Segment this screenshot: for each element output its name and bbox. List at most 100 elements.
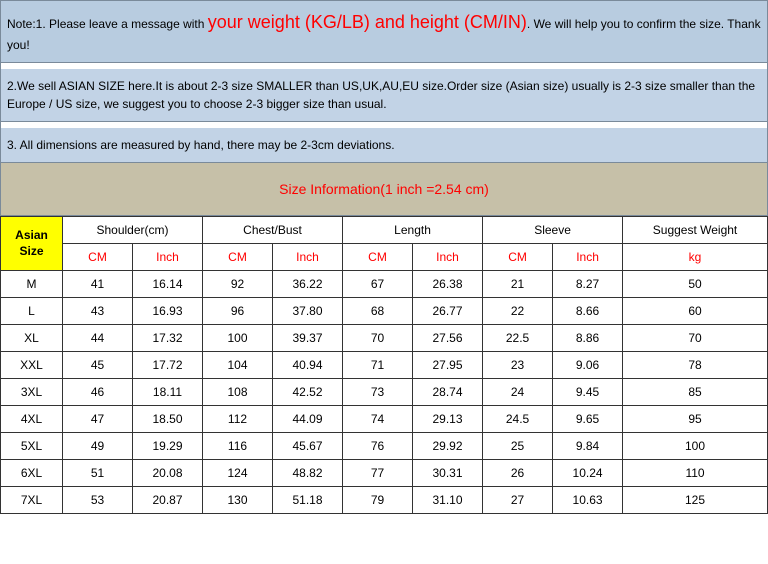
data-cell: 95 bbox=[623, 406, 768, 433]
note-1-highlight: your weight (KG/LB) and height (CM/IN) bbox=[208, 12, 527, 32]
data-cell: 51 bbox=[63, 460, 133, 487]
data-cell: 16.14 bbox=[133, 271, 203, 298]
data-cell: 41 bbox=[63, 271, 133, 298]
table-row: 3XL4618.1110842.527328.74249.4585 bbox=[1, 379, 768, 406]
table-row: 7XL5320.8713051.187931.102710.63125 bbox=[1, 487, 768, 514]
data-cell: 78 bbox=[623, 352, 768, 379]
data-cell: 130 bbox=[203, 487, 273, 514]
data-cell: 73 bbox=[343, 379, 413, 406]
data-cell: 44 bbox=[63, 325, 133, 352]
data-cell: 22 bbox=[483, 298, 553, 325]
data-cell: 9.06 bbox=[553, 352, 623, 379]
data-cell: 49 bbox=[63, 433, 133, 460]
data-cell: 74 bbox=[343, 406, 413, 433]
size-cell: XL bbox=[1, 325, 63, 352]
data-cell: 79 bbox=[343, 487, 413, 514]
unit-cell: kg bbox=[623, 244, 768, 271]
data-cell: 39.37 bbox=[273, 325, 343, 352]
unit-cell: CM bbox=[203, 244, 273, 271]
data-cell: 50 bbox=[623, 271, 768, 298]
data-cell: 26 bbox=[483, 460, 553, 487]
header-asian-size: Asian Size bbox=[1, 217, 63, 271]
data-cell: 18.50 bbox=[133, 406, 203, 433]
data-cell: 23 bbox=[483, 352, 553, 379]
data-cell: 77 bbox=[343, 460, 413, 487]
data-cell: 60 bbox=[623, 298, 768, 325]
size-cell: M bbox=[1, 271, 63, 298]
data-cell: 100 bbox=[623, 433, 768, 460]
table-row: 6XL5120.0812448.827730.312610.24110 bbox=[1, 460, 768, 487]
note-2: 2.We sell ASIAN SIZE here.It is about 2-… bbox=[1, 69, 767, 122]
unit-cell: Inch bbox=[413, 244, 483, 271]
data-cell: 100 bbox=[203, 325, 273, 352]
data-cell: 8.66 bbox=[553, 298, 623, 325]
data-cell: 125 bbox=[623, 487, 768, 514]
data-cell: 37.80 bbox=[273, 298, 343, 325]
size-cell: L bbox=[1, 298, 63, 325]
data-cell: 29.92 bbox=[413, 433, 483, 460]
data-cell: 20.87 bbox=[133, 487, 203, 514]
data-cell: 25 bbox=[483, 433, 553, 460]
data-cell: 51.18 bbox=[273, 487, 343, 514]
note-3: 3. All dimensions are measured by hand, … bbox=[1, 128, 767, 162]
data-cell: 31.10 bbox=[413, 487, 483, 514]
notes-panel: Note:1. Please leave a message with your… bbox=[0, 0, 768, 163]
size-table-body: M4116.149236.226726.38218.2750L4316.9396… bbox=[1, 271, 768, 514]
size-cell: 3XL bbox=[1, 379, 63, 406]
data-cell: 45 bbox=[63, 352, 133, 379]
data-cell: 19.29 bbox=[133, 433, 203, 460]
size-cell: 5XL bbox=[1, 433, 63, 460]
data-cell: 18.11 bbox=[133, 379, 203, 406]
unit-cell: CM bbox=[343, 244, 413, 271]
data-cell: 108 bbox=[203, 379, 273, 406]
note-1: Note:1. Please leave a message with your… bbox=[1, 1, 767, 63]
data-cell: 43 bbox=[63, 298, 133, 325]
data-cell: 21 bbox=[483, 271, 553, 298]
data-cell: 27 bbox=[483, 487, 553, 514]
size-table: Asian Size Shoulder(cm) Chest/Bust Lengt… bbox=[0, 216, 768, 514]
data-cell: 85 bbox=[623, 379, 768, 406]
data-cell: 110 bbox=[623, 460, 768, 487]
unit-cell: CM bbox=[483, 244, 553, 271]
size-cell: XXL bbox=[1, 352, 63, 379]
table-row: 4XL4718.5011244.097429.1324.59.6595 bbox=[1, 406, 768, 433]
data-cell: 70 bbox=[343, 325, 413, 352]
data-cell: 76 bbox=[343, 433, 413, 460]
table-row: XL4417.3210039.377027.5622.58.8670 bbox=[1, 325, 768, 352]
data-cell: 9.65 bbox=[553, 406, 623, 433]
data-cell: 27.56 bbox=[413, 325, 483, 352]
data-cell: 48.82 bbox=[273, 460, 343, 487]
unit-cell: Inch bbox=[553, 244, 623, 271]
note-1-pre: Note:1. Please leave a message with bbox=[7, 17, 208, 31]
unit-cell: Inch bbox=[133, 244, 203, 271]
size-cell: 7XL bbox=[1, 487, 63, 514]
table-row: L4316.939637.806826.77228.6660 bbox=[1, 298, 768, 325]
data-cell: 124 bbox=[203, 460, 273, 487]
data-cell: 26.77 bbox=[413, 298, 483, 325]
unit-cell: Inch bbox=[273, 244, 343, 271]
data-cell: 9.45 bbox=[553, 379, 623, 406]
data-cell: 112 bbox=[203, 406, 273, 433]
data-cell: 16.93 bbox=[133, 298, 203, 325]
data-cell: 71 bbox=[343, 352, 413, 379]
data-cell: 27.95 bbox=[413, 352, 483, 379]
table-row: 5XL4919.2911645.677629.92259.84100 bbox=[1, 433, 768, 460]
data-cell: 67 bbox=[343, 271, 413, 298]
size-cell: 6XL bbox=[1, 460, 63, 487]
table-row: M4116.149236.226726.38218.2750 bbox=[1, 271, 768, 298]
data-cell: 17.72 bbox=[133, 352, 203, 379]
data-cell: 17.32 bbox=[133, 325, 203, 352]
size-cell: 4XL bbox=[1, 406, 63, 433]
data-cell: 53 bbox=[63, 487, 133, 514]
data-cell: 29.13 bbox=[413, 406, 483, 433]
data-cell: 68 bbox=[343, 298, 413, 325]
table-row: XXL4517.7210440.947127.95239.0678 bbox=[1, 352, 768, 379]
data-cell: 10.63 bbox=[553, 487, 623, 514]
data-cell: 22.5 bbox=[483, 325, 553, 352]
header-sleeve: Sleeve bbox=[483, 217, 623, 244]
header-chest: Chest/Bust bbox=[203, 217, 343, 244]
header-shoulder: Shoulder(cm) bbox=[63, 217, 203, 244]
header-weight: Suggest Weight bbox=[623, 217, 768, 244]
size-info-title: Size Information(1 inch =2.54 cm) bbox=[0, 163, 768, 216]
data-cell: 9.84 bbox=[553, 433, 623, 460]
